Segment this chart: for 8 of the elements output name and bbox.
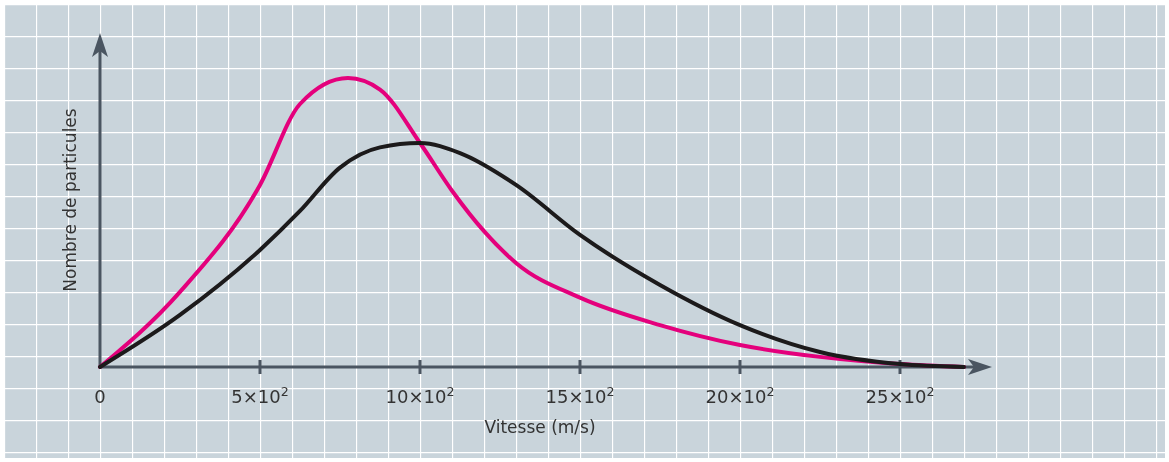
y-axis-title: Nombre de particules [60,108,80,292]
x-tick-label: 5×10$^{2}$ [231,383,289,407]
x-tick-label: 0 [94,386,106,407]
x-axis-title: Vitesse (m/s) [484,417,596,437]
x-tick-label: 25×10$^{2}$ [865,383,935,407]
x-tick-label: 10×10$^{2}$ [385,383,455,407]
x-tick-label: 15×10$^{2}$ [545,383,615,407]
x-tick-label: 20×10$^{2}$ [705,383,775,407]
